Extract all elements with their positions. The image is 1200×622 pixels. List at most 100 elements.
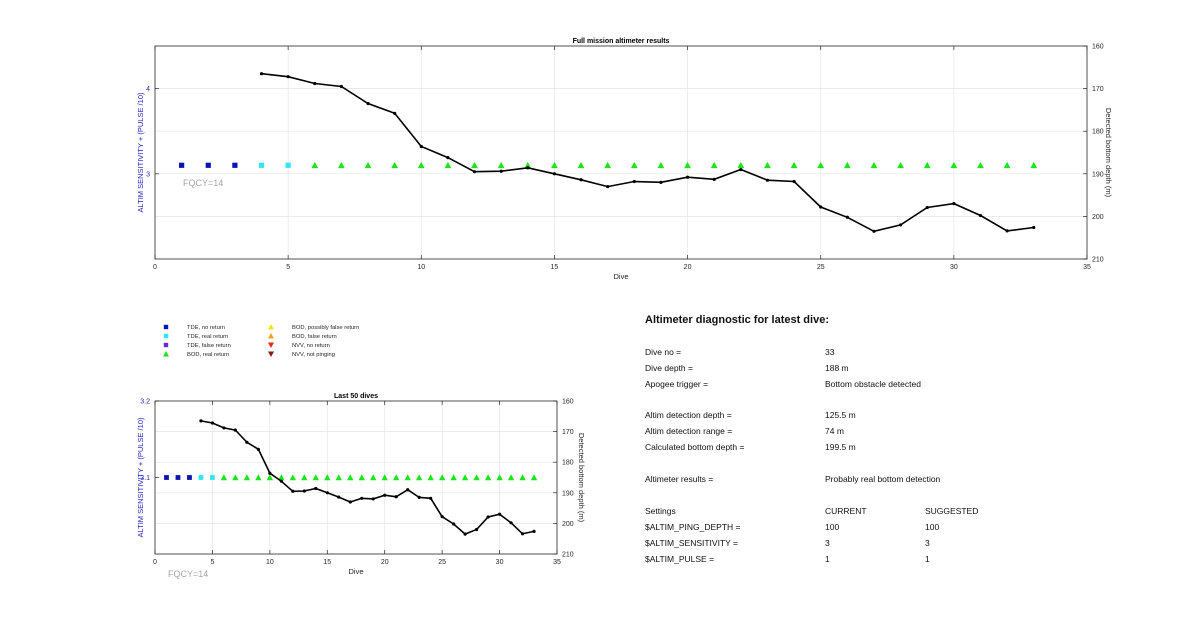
- triangle-marker: [347, 474, 354, 481]
- triangle-marker: [530, 474, 538, 481]
- full-chart: 0 5 10 15 20 25 30 35 160 170 180 190 200 210 3 4 Full m…: [136, 38, 1113, 281]
- triangle-marker: [817, 161, 825, 169]
- depth-point: [313, 81, 317, 86]
- triangle-marker: [370, 474, 377, 481]
- legend-label: TDE, false return: [187, 343, 231, 349]
- setting-ping-depth-name: $ALTIM_PING_DEPTH =: [645, 522, 741, 532]
- right-tick-label: 180: [562, 460, 574, 467]
- triangle-marker: [524, 161, 532, 169]
- x-tick-label: 15: [551, 264, 559, 271]
- triangle-marker: [496, 474, 503, 481]
- depth-point: [259, 72, 264, 76]
- depth-point: [199, 419, 203, 423]
- triangle-marker: [657, 161, 665, 169]
- depth-point: [712, 177, 716, 181]
- axes-box: [154, 400, 558, 555]
- triangle-marker: [438, 474, 446, 481]
- triangle-marker: [358, 474, 365, 481]
- triangle-marker: [232, 474, 239, 481]
- legend-label: NVV, not pinging: [292, 352, 335, 358]
- depth-point: [497, 512, 502, 516]
- square-marker: [198, 475, 204, 480]
- diag-calc-bottom-label: Calculated bottom depth =: [645, 442, 745, 452]
- triangle-marker: [950, 161, 958, 169]
- setting-pulse-suggested: 1: [925, 554, 930, 564]
- left-tick-label: 3.2: [140, 399, 150, 406]
- diag-dive-no-value: 33: [825, 347, 835, 357]
- triangle-marker: [427, 474, 434, 481]
- triangle-marker: [335, 474, 342, 481]
- diag-altim-range-value: 74 m: [825, 426, 844, 436]
- diag-apogee-label: Apogee trigger =: [645, 379, 709, 389]
- triangle-marker: [519, 474, 526, 481]
- triangle-marker: [497, 161, 505, 169]
- triangle-marker: [897, 161, 904, 169]
- depth-point: [952, 202, 956, 206]
- diag-dive-no-label: Dive no =: [645, 347, 682, 357]
- depth-point: [606, 184, 610, 189]
- legend-triangle-down-icon: [268, 351, 274, 357]
- depth-point: [925, 205, 929, 210]
- setting-pulse-current: 1: [825, 554, 830, 564]
- legend-label: BOD, possibly false return: [292, 325, 359, 331]
- depth-point: [371, 497, 375, 501]
- triangle-marker: [551, 161, 558, 169]
- depth-point: [360, 496, 364, 500]
- triangle-marker: [604, 161, 612, 169]
- x-tick-label: 25: [438, 559, 446, 566]
- diag-dive-depth-label: Dive depth =: [645, 363, 693, 373]
- triangle-marker: [1003, 161, 1011, 169]
- triangle-marker: [461, 474, 469, 481]
- square-marker: [285, 162, 291, 168]
- depth-point: [499, 169, 503, 173]
- triangle-marker: [289, 474, 297, 481]
- chart-title: Last 50 dives: [334, 393, 378, 400]
- triangle-marker: [278, 474, 285, 481]
- triangle-marker: [311, 161, 319, 169]
- depth-point: [440, 515, 444, 519]
- depth-line: [200, 420, 535, 536]
- square-marker: [164, 475, 169, 480]
- setting-sensitivity-suggested: 3: [925, 538, 930, 548]
- triangle-marker: [393, 474, 400, 481]
- diag-results-value: Probably real bottom detection: [825, 474, 941, 484]
- setting-ping-depth-suggested: 100: [925, 522, 940, 532]
- triangle-marker: [444, 161, 452, 169]
- triangle-marker: [391, 161, 399, 169]
- triangle-marker: [577, 161, 585, 169]
- triangle-marker: [404, 474, 411, 481]
- fqcy-annotation: FQCY=14: [168, 569, 208, 579]
- triangle-marker: [710, 161, 718, 169]
- setting-ping-depth-current: 100: [825, 522, 840, 532]
- triangle-marker: [473, 474, 480, 481]
- legend-triangle-up-icon: [163, 351, 169, 357]
- x-tick-label: 0: [153, 264, 157, 271]
- x-tick-label: 30: [496, 559, 504, 566]
- chart-title: Full mission altimeter results: [573, 38, 670, 45]
- depth-point: [446, 156, 450, 160]
- depth-point: [532, 529, 536, 533]
- setting-sensitivity-current: 3: [825, 538, 830, 548]
- right-tick-label: 160: [562, 399, 574, 406]
- suggested-header: SUGGESTED: [925, 506, 979, 516]
- legend-square-icon: [163, 324, 169, 330]
- current-header: CURRENT: [825, 506, 867, 516]
- legend-triangle-up-icon: [268, 324, 274, 330]
- square-marker: [205, 162, 211, 168]
- axes-box: [154, 45, 1088, 260]
- depth-point: [472, 170, 477, 174]
- depth-point: [792, 179, 796, 184]
- x-tick-label: 5: [210, 559, 214, 566]
- legend-square-icon: [163, 342, 169, 348]
- legend: TDE, no return TDE, real return TDE, false…: [163, 324, 359, 358]
- x-axis-label: Dive: [613, 272, 628, 281]
- triangle-marker: [630, 161, 638, 169]
- left-axis-label: ALTIM SENSITIVITY + (PULSE /10): [136, 417, 145, 537]
- triangle-marker: [684, 161, 691, 169]
- legend-label: BOD, real return: [187, 352, 229, 358]
- legend-label: TDE, real return: [187, 334, 228, 340]
- x-tick-label: 10: [417, 264, 425, 271]
- triangle-marker: [737, 161, 745, 169]
- depth-point: [325, 491, 329, 495]
- square-marker: [258, 162, 265, 168]
